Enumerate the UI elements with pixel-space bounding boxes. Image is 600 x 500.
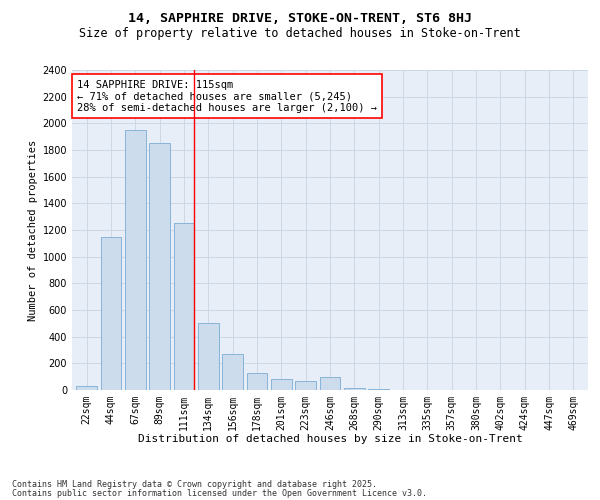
Bar (295, 380, 316, 390)
Bar (125, 130, 146, 390)
Bar (222, 354, 243, 390)
Text: Contains public sector information licensed under the Open Government Licence v3: Contains public sector information licen… (12, 489, 427, 498)
X-axis label: Distribution of detached houses by size in Stoke-on-Trent: Distribution of detached houses by size … (137, 434, 523, 444)
Bar (320, 376, 340, 390)
Text: 14, SAPPHIRE DRIVE, STOKE-ON-TRENT, ST6 8HJ: 14, SAPPHIRE DRIVE, STOKE-ON-TRENT, ST6 … (128, 12, 472, 26)
Bar (344, 388, 365, 390)
Bar (271, 380, 292, 390)
Bar (149, 144, 170, 390)
Bar (247, 372, 268, 390)
Y-axis label: Number of detached properties: Number of detached properties (28, 140, 38, 320)
Bar (101, 236, 121, 390)
Text: Contains HM Land Registry data © Crown copyright and database right 2025.: Contains HM Land Registry data © Crown c… (12, 480, 377, 489)
Text: 14 SAPPHIRE DRIVE: 115sqm
← 71% of detached houses are smaller (5,245)
28% of se: 14 SAPPHIRE DRIVE: 115sqm ← 71% of detac… (77, 80, 377, 113)
Text: Size of property relative to detached houses in Stoke-on-Trent: Size of property relative to detached ho… (79, 28, 521, 40)
Bar (198, 324, 218, 390)
Bar (173, 224, 194, 390)
Bar (76, 386, 97, 390)
